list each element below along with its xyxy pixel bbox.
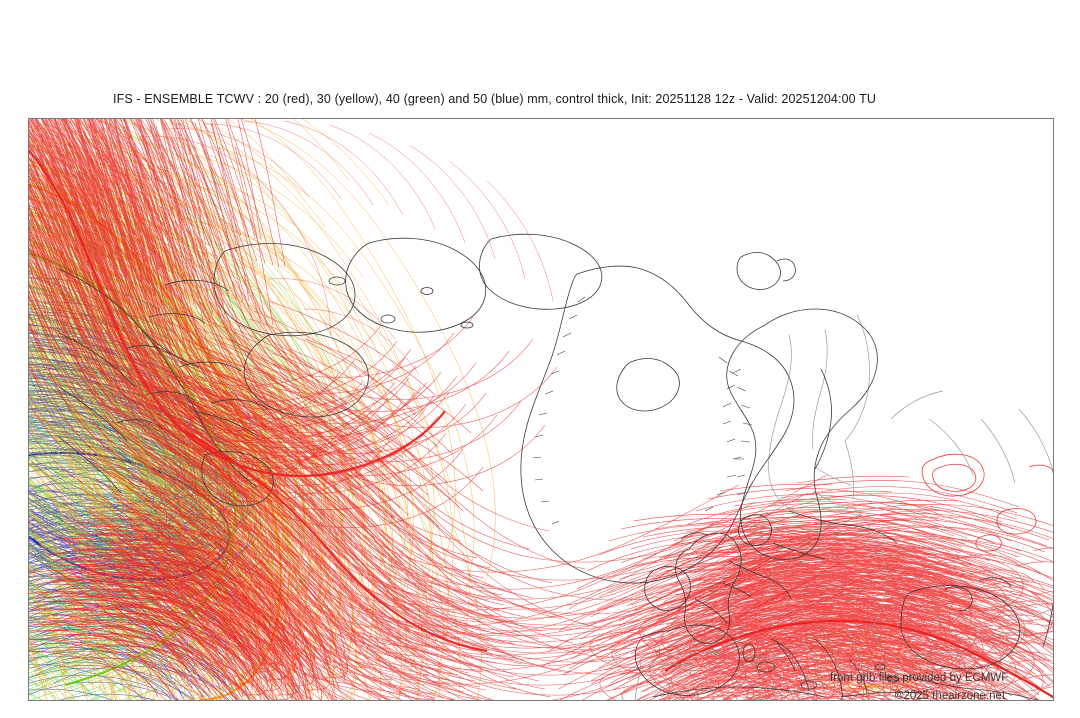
contour-group-20mm-red-isolated-cells: [921, 453, 1053, 552]
political-borders: [114, 314, 1053, 700]
contour-group-20mm-red-mediterranean: [540, 475, 1053, 700]
contour-group-20mm-red-northwest: [29, 119, 558, 528]
coastline-greenland: [520, 265, 795, 584]
contour-group-20mm-red-iberia: [29, 502, 356, 700]
coastline-italy: [770, 638, 810, 692]
coastline-ireland: [644, 566, 691, 611]
coastline-iceland: [616, 358, 680, 412]
coastline-canadian-arctic: [116, 233, 603, 430]
coastline-nw-europe: [728, 560, 792, 600]
contour-control-20mm-red-atlantic: [29, 148, 488, 653]
page-title: IFS - ENSEMBLE TCWV : 20 (red), 30 (yell…: [113, 92, 877, 106]
coastline-great-britain: [675, 532, 742, 644]
contour-control-20mm-red-mediterranean: [664, 619, 1053, 698]
map-canvas[interactable]: [28, 118, 1054, 701]
contour-group-20mm-red-atlantic-plume: [47, 300, 876, 700]
map-svg: [29, 119, 1053, 700]
coastline-svalbard: [736, 252, 781, 290]
coastline-scandinavia: [726, 308, 878, 560]
coastline-iberia: [634, 624, 740, 696]
coastline-black-sea: [900, 585, 1021, 670]
coastline-north-africa: [652, 686, 826, 698]
